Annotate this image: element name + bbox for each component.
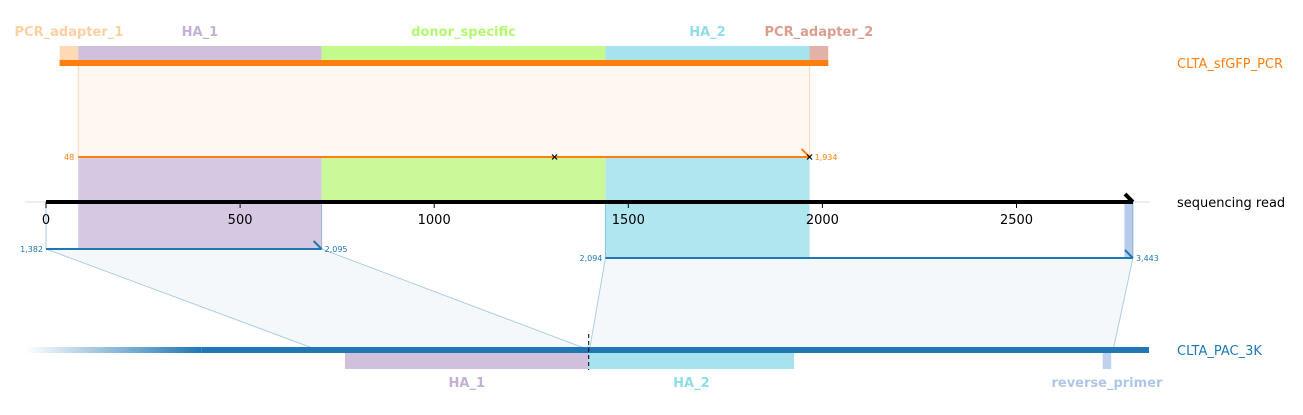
target-track-fade: [25, 347, 202, 353]
target-alignment-start-label-1: 1,382: [20, 245, 43, 254]
mismatch-marker-2: [806, 154, 813, 160]
target-alignment-edge-left-1: [45, 248, 318, 351]
amplicon-alignment-shading: [78, 66, 810, 157]
target-feature-HA_1: [344, 350, 589, 369]
target-feature-label-HA_2: HA_2: [673, 376, 710, 391]
target-alignment-end-label-1: 2,095: [325, 245, 348, 254]
read-feature-HA_1: [78, 157, 322, 202]
read-axis-tick-label-1000: 1000: [418, 213, 451, 228]
target-alignment-shading-1: [46, 249, 590, 350]
target-alignment-edge-right-2: [1112, 257, 1134, 351]
read-feature-HA_1-lower: [78, 202, 322, 249]
amplicon-alignment-end-label: 1,934: [815, 153, 838, 162]
target-alignment-shading-2: [589, 258, 1133, 350]
target-alignment-arrow-2: [1124, 249, 1134, 259]
amplicon-feature-label-PCR_adapter_2: PCR_adapter_2: [765, 25, 874, 40]
read-features: [78, 157, 1133, 258]
target-alignment-arrow-1: [312, 240, 323, 250]
alignment-lines: [45, 148, 1134, 259]
target-alignment-edge-left-2: [588, 257, 606, 351]
amplicon-track: [59, 60, 829, 66]
mismatch-marker-1: [551, 154, 558, 160]
target-feature-reverse_primer: [1102, 350, 1112, 369]
target-alignment-edge-right-1: [321, 248, 590, 351]
alignment-shading: [45, 63, 1134, 351]
target-alignment-start-label-2: 2,094: [579, 254, 602, 263]
amplicon-feature-label-HA_2: HA_2: [689, 25, 726, 40]
read-arrow: [1123, 192, 1135, 204]
labels: PCR_adapter_1 HA_1 donor_specific HA_2 PCR_a…: [15, 25, 1286, 391]
tracks: [25, 60, 1150, 370]
target-feature-label-HA_1: HA_1: [449, 376, 486, 391]
read-feature-HA_2: [605, 157, 810, 202]
read-axis-tick-label-1500: 1500: [612, 213, 645, 228]
amplicon-feature-label-PCR_adapter_1: PCR_adapter_1: [15, 25, 124, 40]
amplicon-alignment-start-label: 48: [64, 153, 74, 162]
amplicon-feature-label-donor_specific: donor_specific: [411, 25, 516, 40]
target-feature-label-reverse_primer: reverse_primer: [1051, 376, 1163, 391]
read-axis-tick-label-0: 0: [42, 213, 50, 228]
target-features: [344, 350, 1112, 369]
read-axis-tick-label-500: 500: [228, 213, 253, 228]
read-track-label: sequencing read: [1177, 196, 1285, 211]
read-axis-tick-label-2000: 2000: [806, 213, 839, 228]
target-alignment-end-label-2: 3,443: [1136, 254, 1159, 263]
read-feature-reverse-primer: [1124, 202, 1133, 258]
target-track: [201, 347, 1149, 353]
target-track-label: CLTA_PAC_3K: [1177, 344, 1262, 359]
amplicon-track-label: CLTA_sfGFP_PCR: [1177, 57, 1283, 72]
read-feature-donor_specific: [321, 157, 606, 202]
amplicon-feature-label-HA_1: HA_1: [182, 25, 219, 40]
read-feature-HA_2-lower: [605, 202, 810, 258]
target-feature-HA_2: [588, 350, 795, 369]
read-axis-tick-label-2500: 2500: [1000, 213, 1033, 228]
